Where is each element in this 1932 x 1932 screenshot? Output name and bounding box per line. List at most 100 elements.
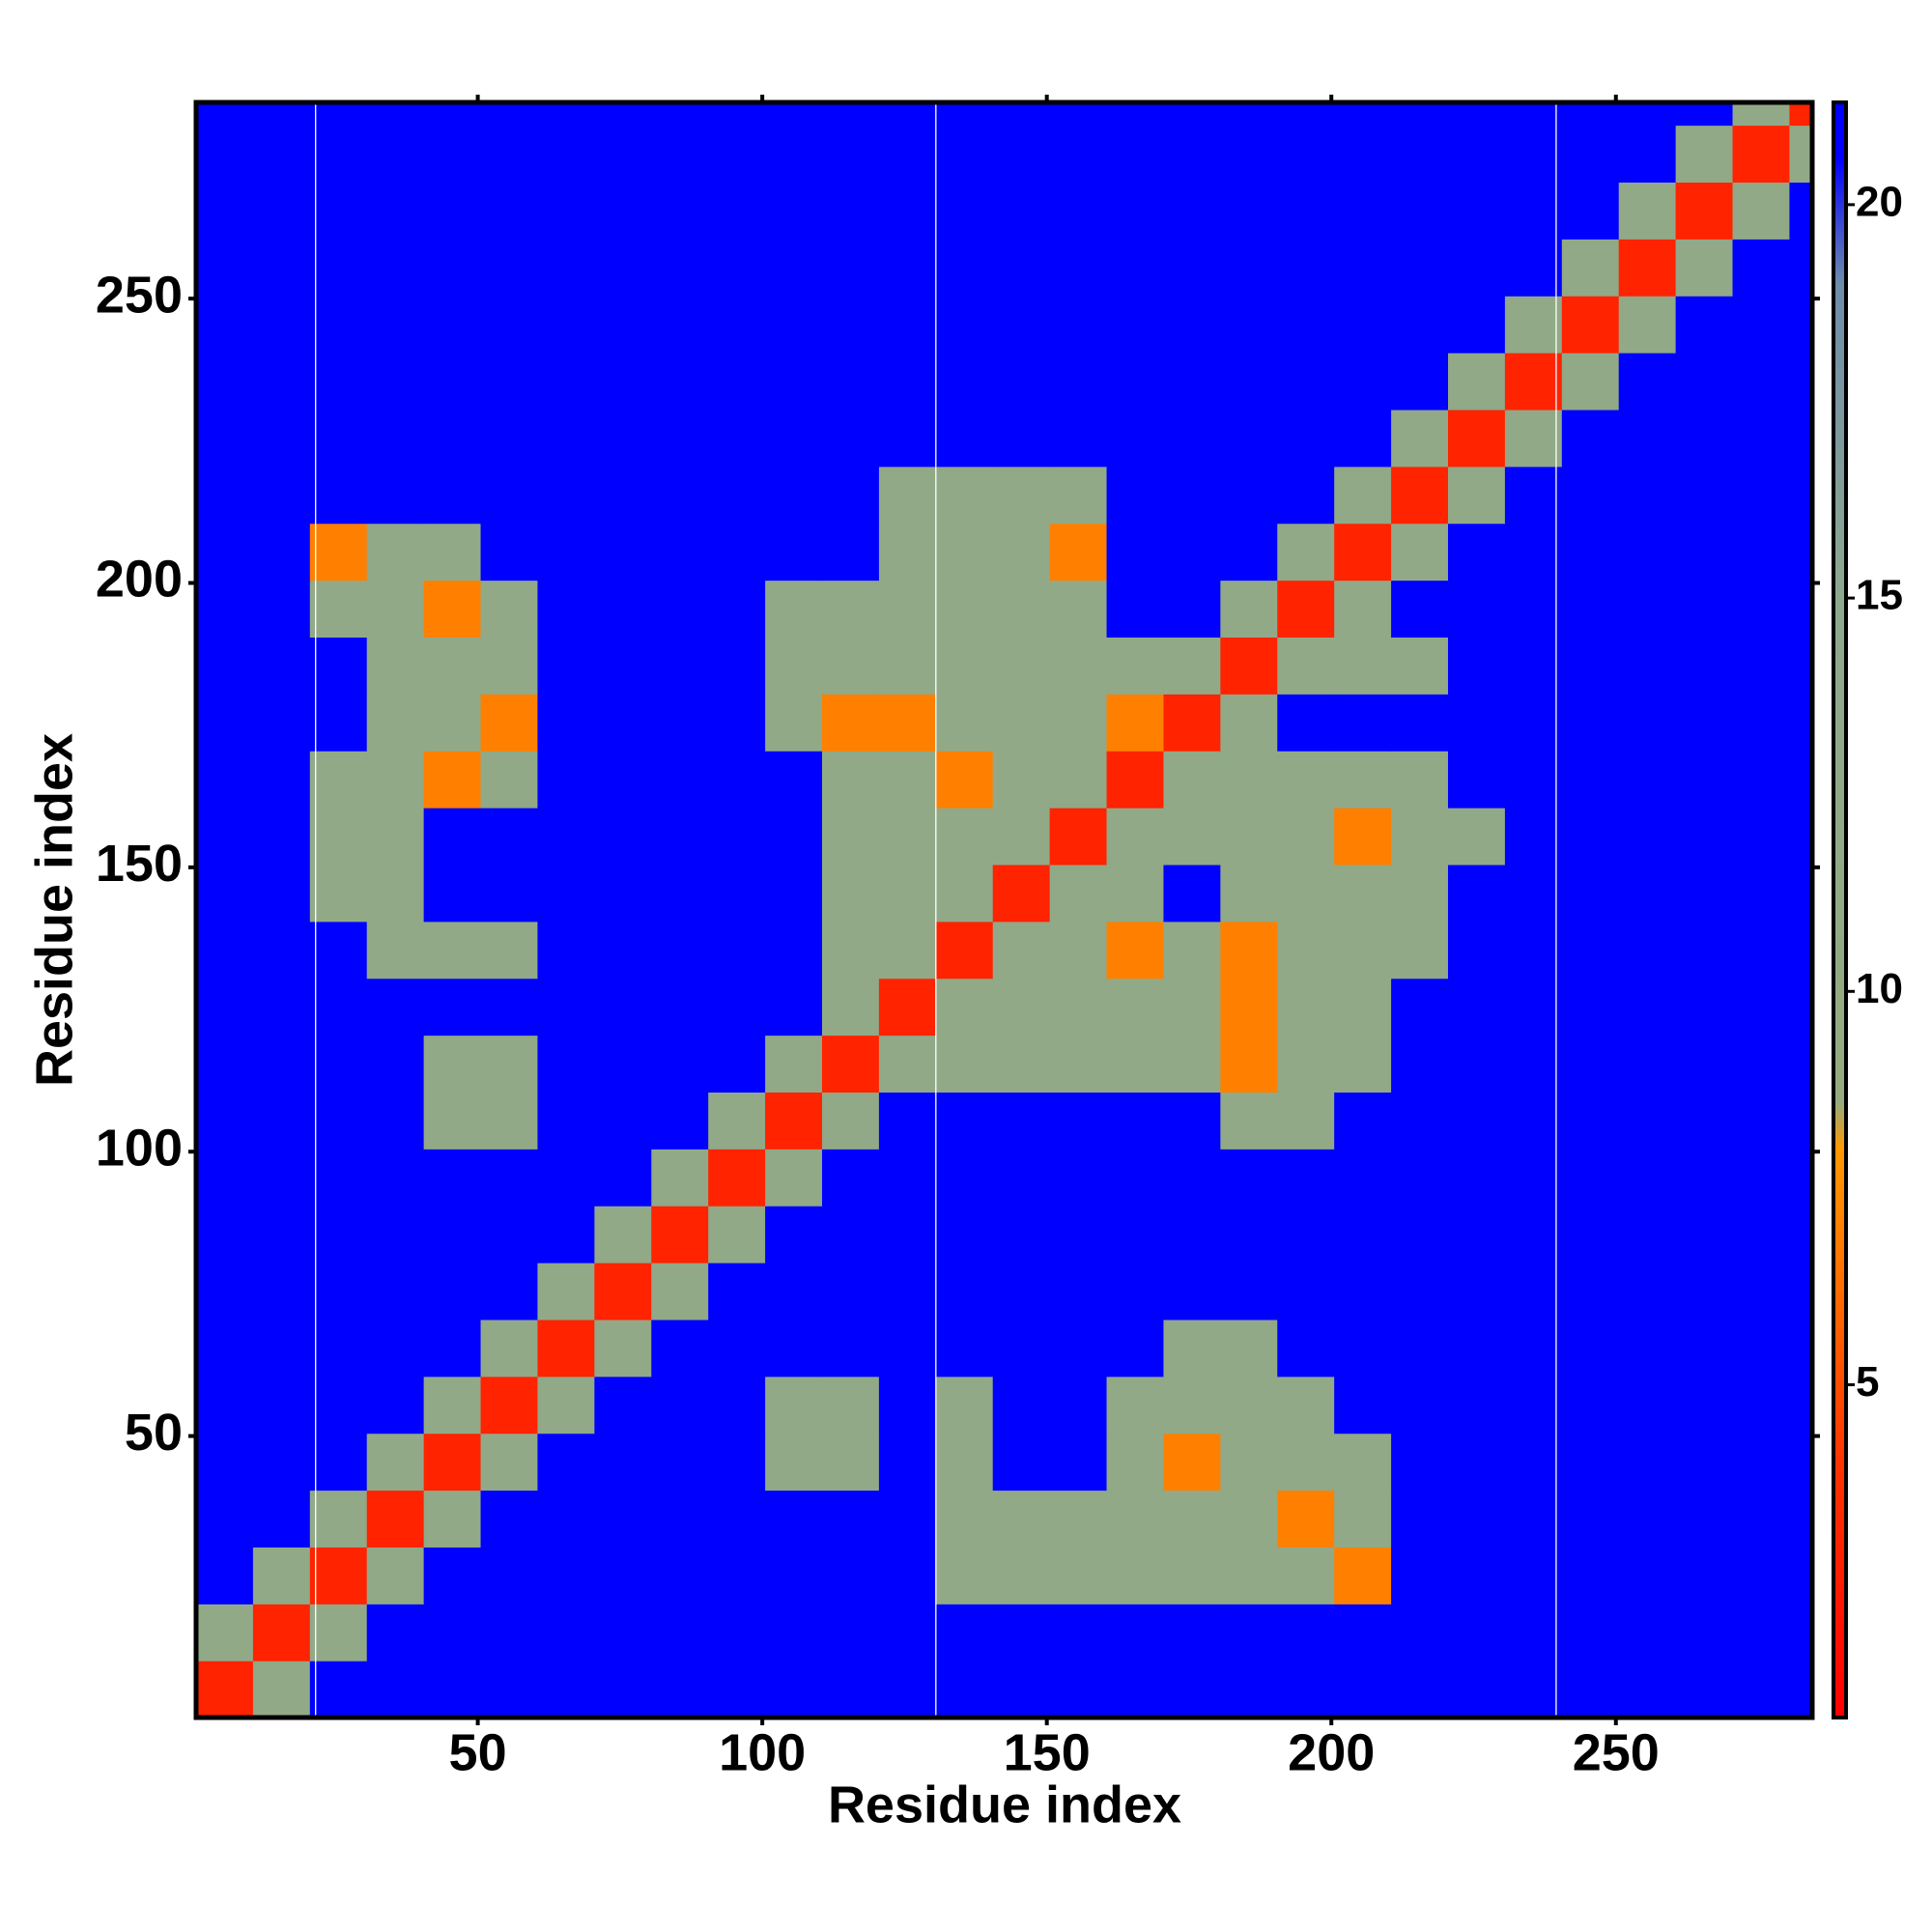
heatmap-cell: [1277, 1433, 1335, 1492]
heatmap-cell: [708, 1490, 766, 1548]
heatmap-cell: [1675, 978, 1734, 1037]
heatmap-cell: [878, 1547, 937, 1605]
heatmap-cell: [878, 353, 937, 411]
heatmap-cell: [1447, 182, 1506, 240]
heatmap-cell: [1675, 1376, 1734, 1435]
heatmap-cell: [366, 1035, 425, 1093]
heatmap-cell: [1391, 1490, 1449, 1548]
heatmap-cell: [1391, 637, 1449, 695]
heatmap-cell: [537, 1547, 595, 1605]
heatmap-cell: [594, 694, 652, 752]
heatmap-cell: [196, 864, 254, 923]
heatmap-cell: [708, 637, 766, 695]
heatmap-cell: [1732, 1149, 1791, 1207]
heatmap-cell: [992, 921, 1051, 980]
heatmap-cell: [821, 921, 880, 980]
heatmap-cell: [1220, 1604, 1278, 1662]
heatmap-cell: [196, 921, 254, 980]
heatmap-cell: [821, 1319, 880, 1378]
heatmap-cell: [1277, 1490, 1335, 1548]
heatmap-cell: [1675, 1433, 1734, 1492]
heatmap-cell: [935, 1206, 994, 1264]
heatmap-cell: [708, 353, 766, 411]
heatmap-cell: [1561, 751, 1620, 809]
heatmap-cell: [765, 1547, 823, 1605]
heatmap-cell: [1732, 1604, 1791, 1662]
heatmap-cell: [1504, 296, 1563, 354]
heatmap-cell: [1391, 1433, 1449, 1492]
heatmap-cell: [1049, 1092, 1108, 1150]
heatmap-cell: [708, 466, 766, 525]
heatmap-cell: [821, 1206, 880, 1264]
heatmap-cell: [252, 1433, 311, 1492]
heatmap-cell: [1334, 978, 1392, 1037]
heatmap-cell: [935, 1149, 994, 1207]
heatmap-cell: [1049, 523, 1108, 582]
heatmap-cell: [651, 466, 709, 525]
heatmap-cell: [366, 182, 425, 240]
heatmap-cell: [1391, 1604, 1449, 1662]
heatmap-cell: [1163, 239, 1221, 297]
heatmap-cell: [1163, 580, 1221, 639]
heatmap-cell: [480, 1149, 539, 1207]
heatmap-cell: [196, 978, 254, 1037]
plot-frame: [193, 99, 1815, 1720]
heatmap-cell: [1334, 751, 1392, 809]
heatmap-cell: [1789, 1661, 1813, 1719]
heatmap-cell: [309, 864, 368, 923]
heatmap-cell: [878, 978, 937, 1037]
heatmap-cell: [423, 1263, 482, 1321]
heatmap-cell: [1447, 296, 1506, 354]
heatmap-cell: [1277, 751, 1335, 809]
heatmap-cell: [480, 1433, 539, 1492]
heatmap-cell: [1220, 353, 1278, 411]
heatmap-cell: [537, 1206, 595, 1264]
heatmap-cell: [1789, 978, 1813, 1037]
heatmap-cell: [1049, 1263, 1108, 1321]
heatmap-cell: [1277, 466, 1335, 525]
heatmap-cell: [1618, 1206, 1677, 1264]
heatmap-cell: [1618, 1604, 1677, 1662]
heatmap-cell: [1447, 580, 1506, 639]
colorbar-tick-label: 10: [1856, 965, 1903, 1012]
heatmap-cell: [1220, 1319, 1278, 1378]
heatmap-cell: [309, 1490, 368, 1548]
heatmap-cell: [423, 1376, 482, 1435]
heatmap-cell: [366, 751, 425, 809]
heatmap-cell: [1504, 978, 1563, 1037]
heatmap-cell: [1106, 1433, 1165, 1492]
heatmap-cell: [423, 1319, 482, 1378]
heatmap-cell: [594, 1092, 652, 1150]
heatmap-cell: [1447, 125, 1506, 184]
heatmap-cell: [1504, 580, 1563, 639]
heatmap-cell: [423, 864, 482, 923]
heatmap-cell: [252, 353, 311, 411]
heatmap-cell: [423, 102, 482, 127]
heatmap-cell: [935, 751, 994, 809]
heatmap-cell: [1277, 125, 1335, 184]
heatmap-cell: [1277, 978, 1335, 1037]
heatmap-cell: [1618, 864, 1677, 923]
heatmap-cell: [1732, 864, 1791, 923]
heatmap-cell: [708, 1604, 766, 1662]
heatmap-cell: [594, 637, 652, 695]
heatmap-cell: [366, 466, 425, 525]
heatmap-cell: [1675, 580, 1734, 639]
heatmap-cell: [1220, 1149, 1278, 1207]
heatmap-cell: [1334, 1490, 1392, 1548]
heatmap-cell: [1106, 523, 1165, 582]
heatmap-cell: [765, 1092, 823, 1150]
heatmap-cell: [1789, 1319, 1813, 1378]
heatmap-cell: [1447, 409, 1506, 468]
heatmap-cell: [1163, 1263, 1221, 1321]
heatmap-cell: [765, 864, 823, 923]
heatmap-cell: [765, 125, 823, 184]
heatmap-cell: [252, 808, 311, 866]
heatmap-cell: [821, 1149, 880, 1207]
heatmap-cell: [1675, 1490, 1734, 1548]
heatmap-cell: [1049, 637, 1108, 695]
heatmap-cell: [708, 921, 766, 980]
heatmap-cell: [1675, 1206, 1734, 1264]
x-tick-label: 100: [719, 1723, 806, 1781]
heatmap-cell: [252, 921, 311, 980]
